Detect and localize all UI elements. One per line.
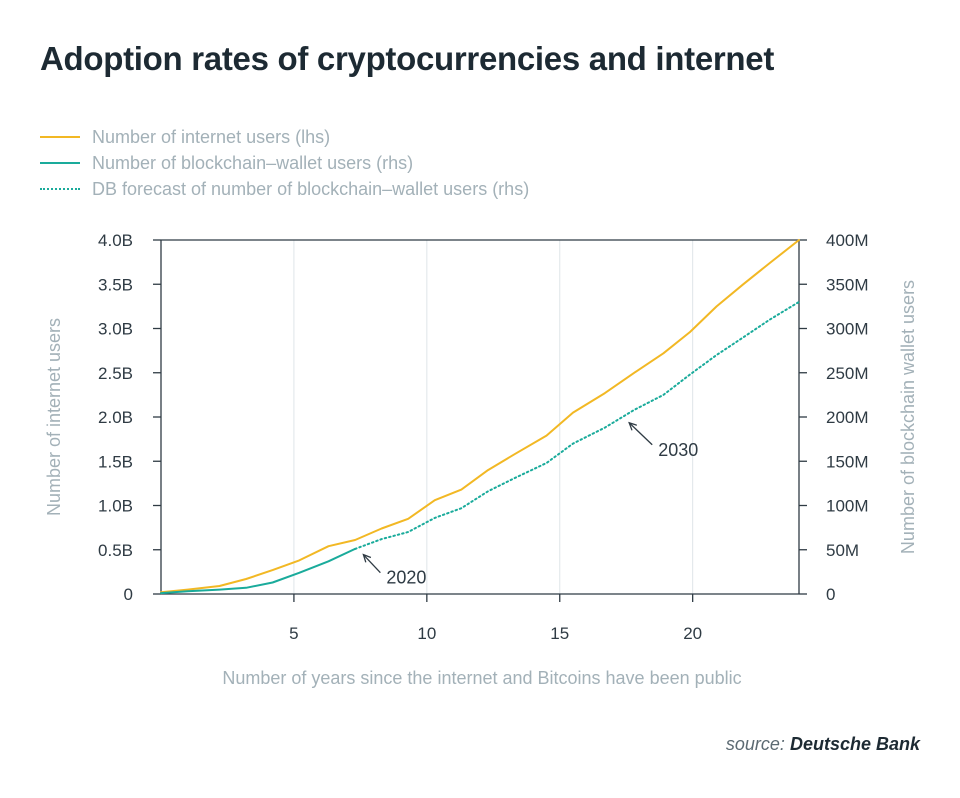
- y-tick-label-right: 150M: [826, 452, 869, 471]
- y-tick-label-right: 100M: [826, 497, 869, 516]
- y-tick-label-right: 250M: [826, 364, 869, 383]
- y-tick-label-left: 3.5B: [98, 275, 133, 294]
- x-tick-label: 20: [683, 624, 702, 643]
- y-tick-label-left: 1.5B: [98, 452, 133, 471]
- y-tick-label-left: 0: [124, 585, 133, 604]
- y-tick-label-left: 2.0B: [98, 408, 133, 427]
- annotation-arrow-head: [628, 421, 637, 431]
- legend: Number of internet users (lhs) Number of…: [40, 124, 529, 202]
- annotation-label: 2020: [386, 568, 426, 588]
- y-axis-title-right: Number of blockchain wallet users: [898, 280, 918, 554]
- legend-label-forecast: DB forecast of number of blockchain–wall…: [92, 178, 530, 199]
- chart-title: Adoption rates of cryptocurrencies and i…: [40, 40, 775, 77]
- annotation-arrow-line: [362, 554, 381, 574]
- x-tick-label: 5: [289, 624, 298, 643]
- series-line-2: [354, 300, 800, 550]
- annotation-arrow-line: [628, 422, 653, 446]
- y-tick-label-right: 0: [826, 585, 835, 604]
- y-tick-label-right: 300M: [826, 320, 869, 339]
- series-line-1: [160, 547, 357, 595]
- source-prefix: source:: [725, 734, 785, 754]
- legend-swatch-forecast: [40, 188, 80, 190]
- x-axis-title: Number of years since the internet and B…: [222, 668, 741, 688]
- series-line-0: [160, 239, 800, 594]
- legend-swatch-blockchain: [40, 162, 80, 164]
- x-tick-label: 10: [417, 624, 436, 643]
- legend-item-internet: Number of internet users (lhs): [40, 124, 529, 150]
- y-tick-label-right: 50M: [826, 541, 859, 560]
- y-tick-label-left: 2.5B: [98, 364, 133, 383]
- legend-swatch-internet: [40, 136, 80, 138]
- y-axis-title-left: Number of internet users: [44, 318, 64, 516]
- y-tick-label-right: 350M: [826, 275, 869, 294]
- y-tick-label-left: 1.0B: [98, 497, 133, 516]
- y-tick-label-left: 4.0B: [98, 231, 133, 250]
- legend-item-blockchain: Number of blockchain–wallet users (rhs): [40, 150, 529, 176]
- y-tick-label-left: 3.0B: [98, 320, 133, 339]
- annotation-label: 2030: [658, 440, 698, 460]
- legend-label-blockchain: Number of blockchain–wallet users (rhs): [92, 152, 414, 173]
- y-tick-label-left: 0.5B: [98, 541, 133, 560]
- source-name: Deutsche Bank: [789, 734, 920, 754]
- y-tick-label-right: 400M: [826, 231, 869, 250]
- legend-item-forecast: DB forecast of number of blockchain–wall…: [40, 176, 529, 202]
- x-tick-label: 15: [550, 624, 569, 643]
- source-note: source: Deutsche Bank: [726, 734, 920, 755]
- y-tick-label-right: 200M: [826, 408, 869, 427]
- legend-label-internet: Number of internet users (lhs): [92, 126, 331, 147]
- annotation-arrow-head: [362, 553, 372, 563]
